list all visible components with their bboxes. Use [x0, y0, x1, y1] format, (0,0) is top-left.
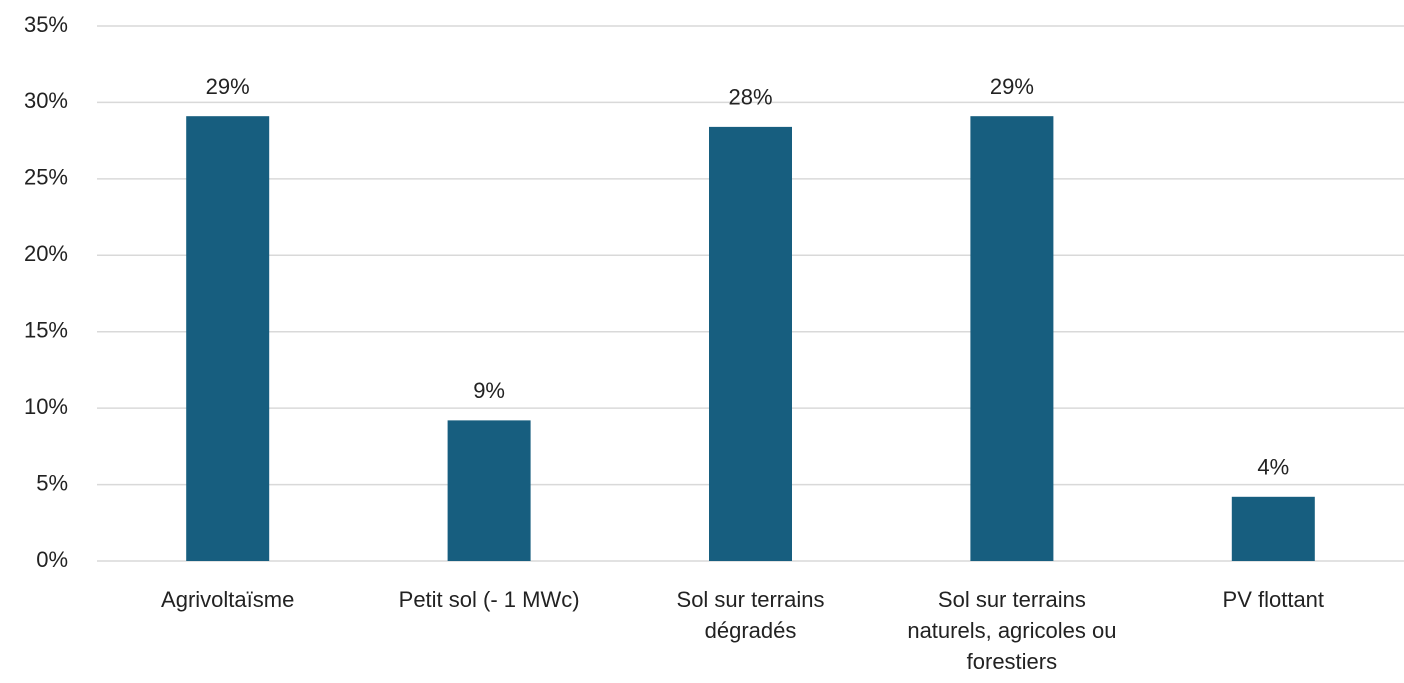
y-tick-label: 0%: [36, 547, 68, 572]
data-label: 29%: [990, 74, 1034, 99]
x-tick-label: Sol sur terrains naturels, agricoles ou …: [907, 587, 1117, 674]
data-label: 29%: [206, 74, 250, 99]
x-tick-label: PV flottant: [1222, 587, 1325, 612]
y-tick-label: 15%: [24, 318, 68, 343]
bar: [186, 116, 270, 561]
bar: [1231, 496, 1315, 561]
x-tick-label: Agrivoltaïsme: [161, 587, 295, 612]
data-label: 28%: [728, 85, 772, 110]
y-tick-label: 5%: [36, 470, 68, 495]
x-tick-label: Petit sol (- 1 MWc): [398, 587, 580, 612]
y-tick-label: 30%: [24, 88, 68, 113]
y-tick-label: 20%: [24, 241, 68, 266]
x-tick-label: Sol sur terrains dégradés: [676, 587, 825, 643]
bar: [709, 126, 792, 561]
y-tick-label: 25%: [24, 165, 68, 190]
y-tick-label: 10%: [24, 394, 68, 419]
bar: [447, 420, 531, 561]
data-label: 4%: [1257, 455, 1289, 480]
data-label: 9%: [473, 378, 505, 403]
bar: [970, 116, 1054, 561]
y-tick-label: 35%: [24, 12, 68, 37]
